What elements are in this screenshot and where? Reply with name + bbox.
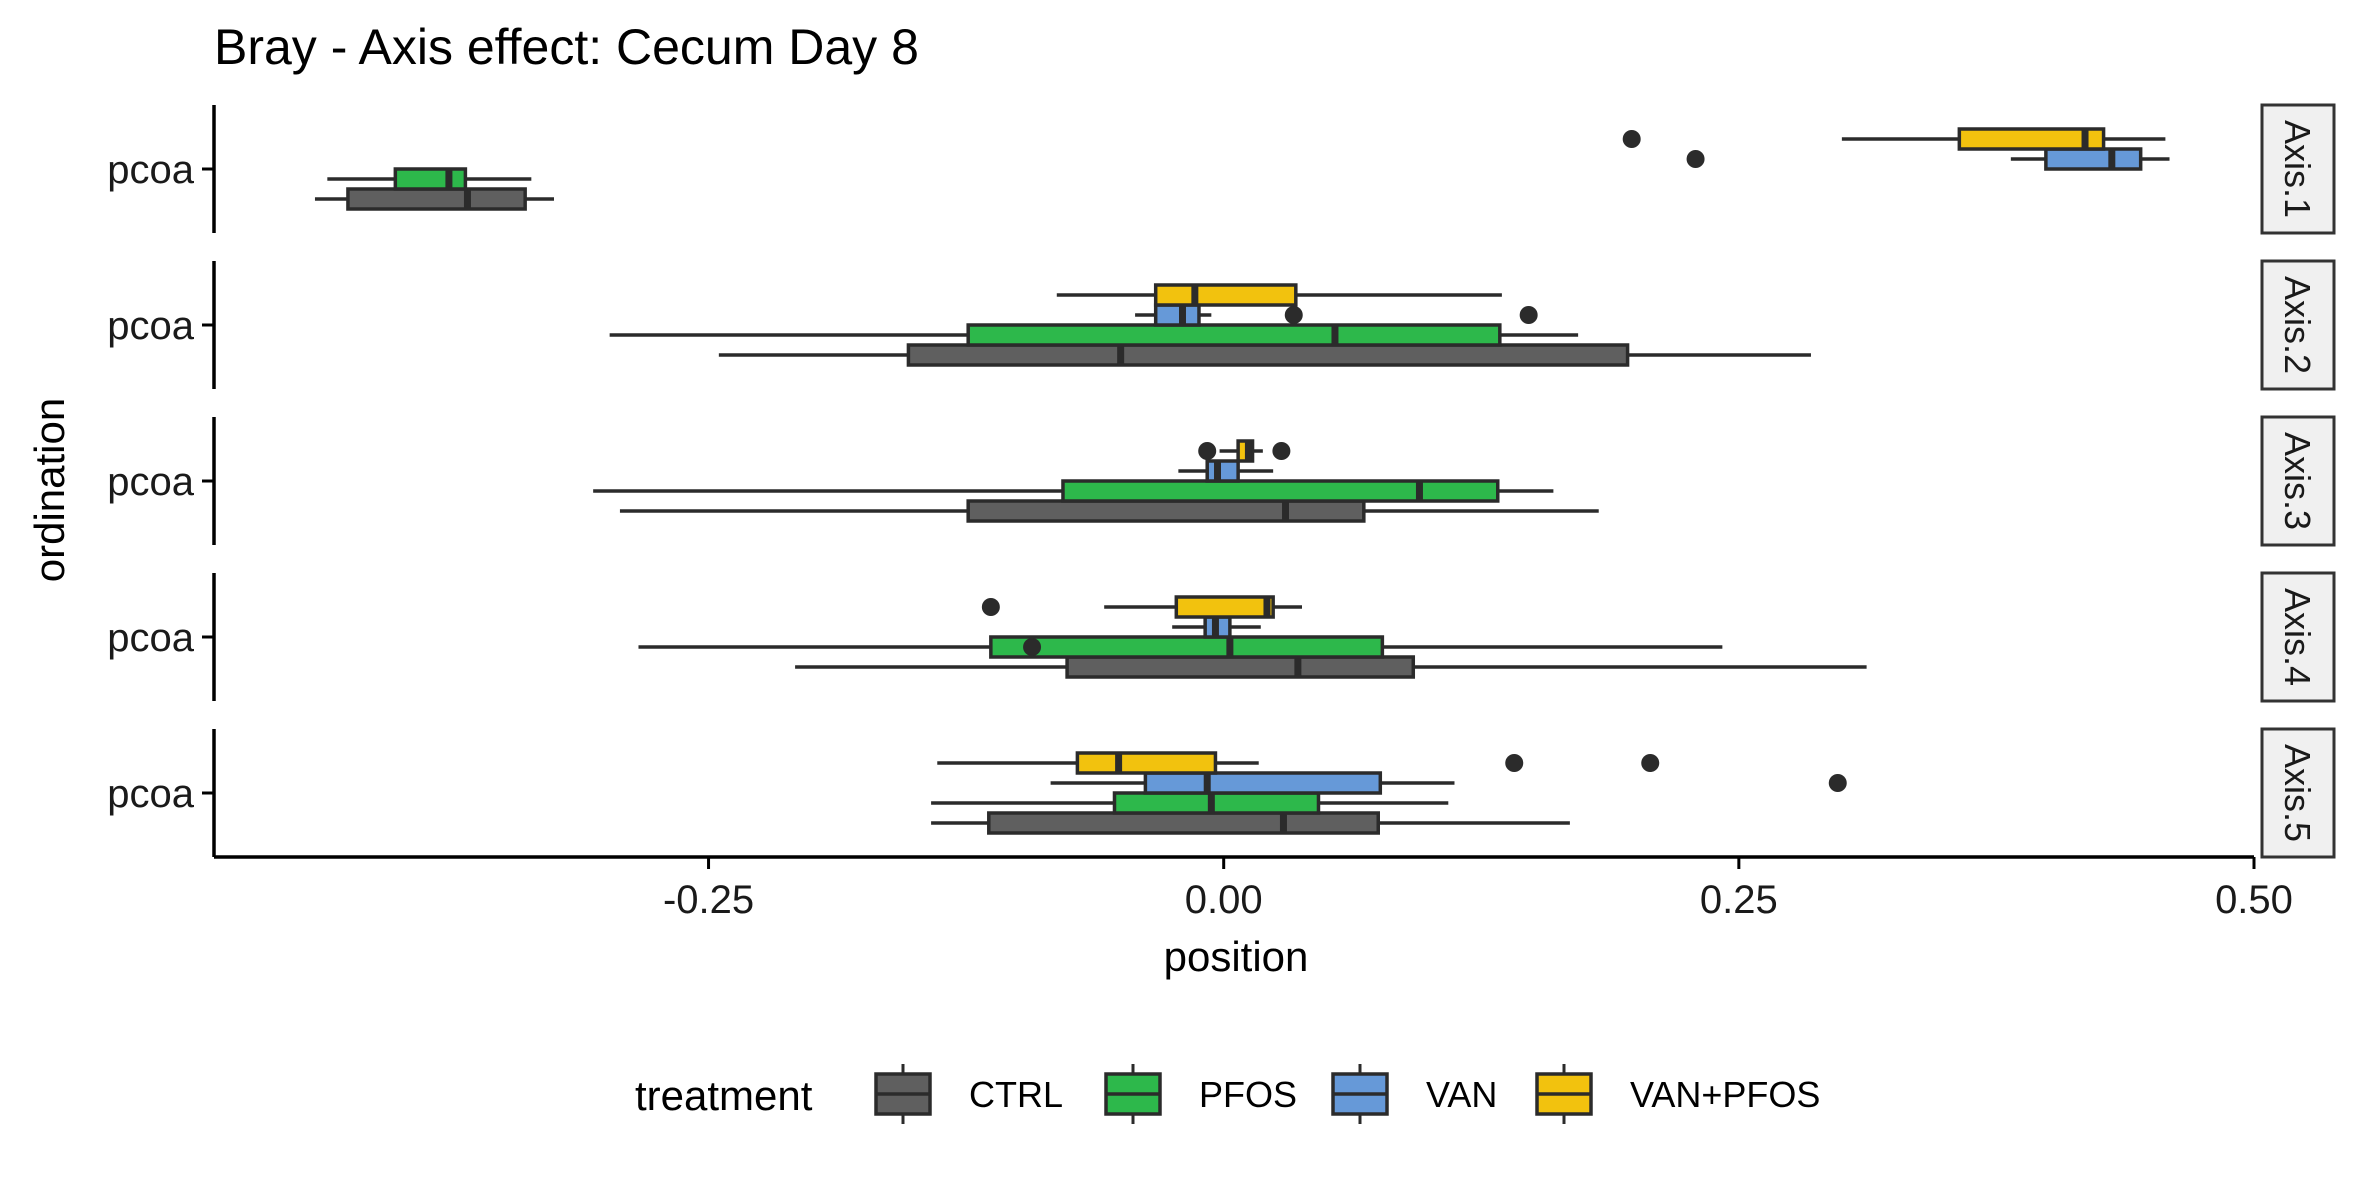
box-body — [1075, 751, 1218, 775]
box-ctrl — [314, 187, 554, 211]
box-pfos — [327, 167, 532, 191]
legend-item-ctrl: CTRL — [874, 1064, 1063, 1124]
outlier-point — [1828, 774, 1847, 792]
box-body — [1061, 479, 1500, 503]
box-body — [1112, 791, 1321, 815]
facet-strip — [2260, 727, 2336, 859]
facet-panel: pcoa Axis.1 — [107, 103, 2336, 235]
x-tick-label: -0.25 — [663, 878, 754, 922]
x-tick-label: 0.00 — [1185, 878, 1263, 922]
box-van — [1178, 459, 1274, 483]
outlier-point — [1284, 306, 1303, 324]
box-body — [987, 811, 1380, 835]
x-tick-label: 0.50 — [2215, 878, 2293, 922]
legend: CTRL PFOS VAN VAN+PFOS — [874, 1064, 1820, 1124]
facet-panel: pcoa Axis.4 — [107, 571, 2336, 703]
x-axis-title: position — [1164, 933, 1309, 980]
box-body — [1065, 655, 1416, 679]
legend-label: CTRL — [969, 1074, 1063, 1115]
outlier-point — [1641, 754, 1660, 772]
outlier-point — [981, 598, 1000, 616]
outlier-point — [1272, 442, 1291, 460]
box-body — [989, 635, 1385, 659]
box-van-pfos — [1198, 439, 1291, 463]
y-tick-label: pcoa — [107, 304, 194, 348]
box-van-pfos — [937, 751, 1660, 775]
box-pfos — [593, 479, 1554, 503]
box-van — [1135, 303, 1538, 327]
outlier-point — [1198, 442, 1217, 460]
outlier-point — [1686, 150, 1705, 168]
box-body — [393, 167, 468, 191]
x-tick-label: 0.25 — [1700, 878, 1778, 922]
y-axis-title: ordination — [26, 398, 73, 582]
legend-item-pfos: PFOS — [1104, 1064, 1297, 1124]
box-body — [1153, 283, 1298, 307]
legend-item-van-pfos: VAN+PFOS — [1535, 1064, 1820, 1124]
facet-strip-label: Axis.1 — [2277, 120, 2318, 218]
facet-strip — [2260, 103, 2336, 235]
legend-label: VAN — [1426, 1074, 1497, 1115]
facet-panel: pcoa Axis.3 — [107, 415, 2336, 547]
box-pfos — [931, 791, 1449, 815]
y-tick-label: pcoa — [107, 772, 194, 816]
legend-item-van: VAN — [1331, 1064, 1497, 1124]
facet-strip-label: Axis.3 — [2277, 432, 2318, 530]
y-tick-label: pcoa — [107, 616, 194, 660]
facet-panel: pcoa Axis.5 — [107, 727, 2336, 859]
box-body — [346, 187, 527, 211]
box-body — [1205, 459, 1240, 483]
box-body — [1153, 303, 1201, 327]
box-van-pfos — [981, 595, 1302, 619]
box-body — [1174, 595, 1275, 619]
outlier-point — [1622, 130, 1641, 148]
facet-strip — [2260, 259, 2336, 391]
box-body — [2044, 147, 2143, 171]
facet-strip-label: Axis.4 — [2277, 588, 2318, 686]
box-body — [1143, 771, 1383, 795]
box-body — [1957, 127, 2106, 151]
y-tick-label: pcoa — [107, 148, 194, 192]
box-van — [1050, 771, 1847, 795]
facet-strip — [2260, 415, 2336, 547]
box-body — [966, 499, 1366, 523]
box-body — [966, 323, 1502, 347]
facet-strip — [2260, 571, 2336, 703]
box-body — [906, 343, 1630, 367]
chart-title: Bray - Axis effect: Cecum Day 8 — [214, 19, 919, 75]
outlier-point — [1023, 638, 1042, 656]
facet-panels: pcoa Axis.1 pcoa Axis.2 pcoa Axis.3 pcoa Axis.4… — [107, 103, 2336, 859]
outlier-point — [1505, 754, 1524, 772]
facet-strip-label: Axis.5 — [2277, 744, 2318, 842]
x-axis: -0.25 0.00 0.25 0.50 — [214, 855, 2293, 922]
legend-title: treatment — [635, 1072, 813, 1119]
box-van-pfos — [1622, 127, 2166, 151]
outlier-point — [1519, 306, 1538, 324]
legend-label: PFOS — [1199, 1074, 1297, 1115]
legend-label: VAN+PFOS — [1630, 1074, 1820, 1115]
box-ctrl — [795, 655, 1867, 679]
y-tick-label: pcoa — [107, 460, 194, 504]
box-van-pfos — [1056, 283, 1502, 307]
facet-strip-label: Axis.2 — [2277, 276, 2318, 374]
box-pfos — [609, 323, 1579, 347]
facet-panel: pcoa Axis.2 — [107, 259, 2336, 391]
box-pfos — [638, 635, 1723, 659]
